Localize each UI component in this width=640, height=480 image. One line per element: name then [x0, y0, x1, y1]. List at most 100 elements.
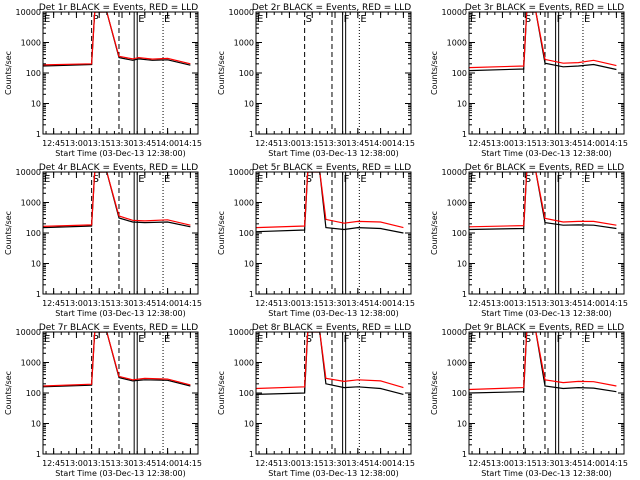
- event-marker-label: E: [360, 174, 366, 185]
- event-marker-label: E: [164, 14, 170, 25]
- x-tick-label: 12:45: [468, 459, 491, 468]
- y-tick-label: 1000: [234, 199, 254, 208]
- panel-title: Det 4r BLACK = Events, RED = LLD: [39, 163, 198, 173]
- x-tick-label: 14:15: [179, 139, 202, 148]
- x-tick-label: 14:15: [179, 299, 202, 308]
- x-tick-label: 13:00: [65, 459, 88, 468]
- x-tick-label: 13:30: [323, 139, 346, 148]
- series-events: [469, 332, 617, 394]
- event-marker-label: E: [164, 334, 170, 345]
- y-tick-label: 1000: [447, 359, 467, 368]
- x-tick-label: 14:15: [392, 139, 415, 148]
- x-tick-label: 13:45: [133, 299, 156, 308]
- plot-frame: [468, 171, 625, 295]
- x-axis-label: Start Time (03-Dec-13 12:38:00): [268, 309, 399, 318]
- event-marker-label: E: [138, 334, 144, 345]
- x-tick-label: 14:15: [605, 139, 628, 148]
- y-tick-label: 1000: [21, 39, 41, 48]
- x-tick-label: 13:30: [536, 459, 559, 468]
- x-tick-label: 14:00: [369, 139, 392, 148]
- x-tick-label: 14:15: [605, 299, 628, 308]
- y-tick-label: 1: [249, 290, 254, 299]
- x-tick-label: 13:30: [110, 459, 133, 468]
- series-lld: [43, 332, 191, 387]
- x-tick-label: 14:00: [369, 299, 392, 308]
- event-marker-label: E: [360, 14, 366, 25]
- series-events: [256, 172, 404, 234]
- y-tick-label: 1000: [447, 199, 467, 208]
- x-axis-label: Start Time (03-Dec-13 12:38:00): [481, 469, 612, 478]
- event-marker-label: E: [257, 174, 263, 185]
- x-tick-label: 12:45: [255, 459, 278, 468]
- plot-area: [43, 332, 191, 388]
- event-marker-label: E: [44, 14, 50, 25]
- y-axis-label: Counts/sec: [430, 371, 439, 415]
- x-tick-label: 13:00: [65, 299, 88, 308]
- event-marker-label: E: [257, 334, 263, 345]
- y-tick-label: 1000: [21, 199, 41, 208]
- plot-area: [469, 12, 617, 72]
- x-tick-label: 13:45: [559, 299, 582, 308]
- x-tick-label: 12:45: [255, 299, 278, 308]
- y-tick-label: 100: [239, 389, 254, 398]
- x-tick-label: 13:00: [65, 139, 88, 148]
- plot-frame: [42, 171, 199, 295]
- event-marker-label: E: [164, 174, 170, 185]
- x-tick-label: 14:00: [156, 299, 179, 308]
- y-tick-label: 10: [457, 420, 467, 429]
- series-events: [469, 172, 617, 231]
- panel-title: Det 1r BLACK = Events, RED = LLD: [39, 3, 198, 13]
- x-tick-label: 14:00: [156, 459, 179, 468]
- x-tick-label: 12:45: [42, 299, 65, 308]
- series-events: [469, 12, 617, 72]
- y-tick-label: 10000: [442, 168, 467, 177]
- series-lld: [256, 172, 404, 229]
- plot-frame: [255, 11, 412, 135]
- event-marker-label: P: [93, 334, 99, 345]
- y-tick-label: 1: [36, 450, 41, 459]
- plot-frame: [255, 331, 412, 455]
- event-marker-label: F: [557, 174, 563, 185]
- x-tick-label: 12:45: [468, 299, 491, 308]
- y-tick-label: 10000: [229, 328, 254, 337]
- x-tick-label: 13:30: [536, 139, 559, 148]
- plot-area: [469, 332, 617, 394]
- x-tick-label: 14:15: [179, 459, 202, 468]
- y-tick-label: 1: [462, 130, 467, 139]
- plot-frame: [255, 171, 412, 295]
- plot-area: [43, 12, 191, 67]
- x-tick-label: 13:00: [491, 299, 514, 308]
- y-tick-label: 10000: [229, 168, 254, 177]
- x-tick-label: 12:45: [42, 139, 65, 148]
- x-tick-label: 13:15: [301, 139, 324, 148]
- event-marker-label: E: [44, 334, 50, 345]
- y-tick-label: 100: [239, 69, 254, 78]
- x-tick-label: 12:45: [42, 459, 65, 468]
- y-axis-label: Counts/sec: [4, 211, 13, 255]
- y-tick-label: 100: [452, 69, 467, 78]
- y-tick-label: 10000: [442, 328, 467, 337]
- y-tick-label: 10000: [16, 8, 41, 17]
- x-tick-label: 13:15: [301, 459, 324, 468]
- panel-title: Det 7r BLACK = Events, RED = LLD: [39, 323, 198, 333]
- y-tick-label: 10: [457, 260, 467, 269]
- event-marker-label: S: [306, 334, 312, 345]
- y-tick-label: 100: [452, 389, 467, 398]
- x-axis-label: Start Time (03-Dec-13 12:38:00): [481, 309, 612, 318]
- x-axis-label: Start Time (03-Dec-13 12:38:00): [268, 149, 399, 158]
- x-tick-label: 13:00: [278, 139, 301, 148]
- x-tick-label: 13:00: [278, 459, 301, 468]
- panel-title: Det 6r BLACK = Events, RED = LLD: [465, 163, 624, 173]
- y-tick-label: 10000: [442, 8, 467, 17]
- y-axis-label: Counts/sec: [4, 371, 13, 415]
- x-tick-label: 13:45: [133, 139, 156, 148]
- y-tick-label: 1000: [234, 39, 254, 48]
- panel-title: Det 2r BLACK = Events, RED = LLD: [252, 3, 411, 13]
- series-lld: [43, 12, 191, 66]
- event-marker-label: P: [93, 14, 99, 25]
